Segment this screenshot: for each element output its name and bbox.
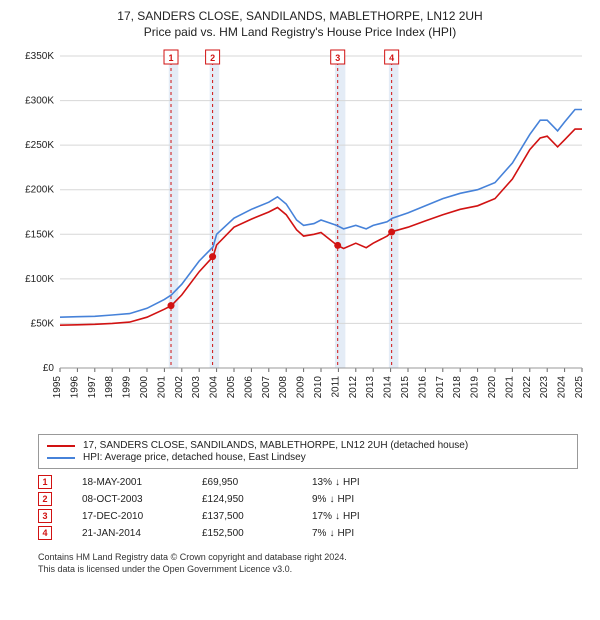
event-delta: 13%↓HPI [312,477,412,488]
event-delta: 17%↓HPI [312,511,412,522]
x-tick-label: 2018 [452,376,463,399]
x-tick-label: 2022 [522,376,533,399]
event-badge-num: 1 [169,53,174,63]
event-date: 17-DEC-2010 [82,511,202,522]
legend-text: 17, SANDERS CLOSE, SANDILANDS, MABLETHOR… [83,440,468,451]
x-tick-label: 2007 [261,376,272,399]
event-band [335,56,345,368]
legend-row: HPI: Average price, detached house, East… [47,452,569,463]
arrow-down-icon: ↓ [329,528,334,539]
legend: 17, SANDERS CLOSE, SANDILANDS, MABLETHOR… [38,434,578,469]
y-tick-label: £150K [25,230,54,241]
x-tick-label: 2000 [139,376,150,399]
x-tick-label: 1998 [104,376,115,399]
event-date: 08-OCT-2003 [82,494,202,505]
y-tick-label: £0 [43,363,55,374]
x-tick-label: 2017 [435,376,446,399]
event-dot [209,253,216,260]
event-row-badge: 1 [38,475,52,489]
event-table: 118-MAY-2001£69,95013%↓HPI208-OCT-2003£1… [38,475,578,540]
x-tick-label: 2015 [400,376,411,399]
y-tick-label: £350K [25,51,54,62]
event-badge-num: 3 [335,53,340,63]
event-row-badge: 4 [38,526,52,540]
chart-svg: £0 £50K £100K £150K £200K £250K £300K £350K 1995… [6,46,592,426]
event-row: 1 18-MAY-2001£69,95013%↓HPI [38,475,578,489]
legend-row: 17, SANDERS CLOSE, SANDILANDS, MABLETHOR… [47,440,569,451]
y-tick-label: £300K [25,96,54,107]
x-tick-label: 2012 [348,376,359,399]
x-tick-label: 2009 [296,376,307,399]
event-dot [334,242,341,249]
footnote-line-1: Contains HM Land Registry data © Crown c… [38,552,592,564]
arrow-down-icon: ↓ [335,477,340,488]
x-tick-label: 2002 [174,376,185,399]
y-tick-label: £100K [25,274,54,285]
event-badge-num: 2 [210,53,215,63]
x-tick-label: 2010 [313,376,324,399]
event-row: 2 08-OCT-2003£124,9509%↓HPI [38,492,578,506]
title-line-2: Price paid vs. HM Land Registry's House … [6,24,594,40]
event-date: 18-MAY-2001 [82,477,202,488]
footnote: Contains HM Land Registry data © Crown c… [38,552,592,575]
event-price: £69,950 [202,477,312,488]
x-tick-label: 2004 [209,376,220,399]
x-tick-label: 2003 [191,376,202,399]
arrow-down-icon: ↓ [329,494,334,505]
event-dot [168,303,175,310]
legend-swatch [47,445,75,447]
x-tick-label: 2023 [539,376,550,399]
arrow-down-icon: ↓ [335,511,340,522]
title-line-1: 17, SANDERS CLOSE, SANDILANDS, MABLETHOR… [6,8,594,24]
footnote-line-2: This data is licensed under the Open Gov… [38,564,592,576]
chart-area: £0 £50K £100K £150K £200K £250K £300K £350K 1995… [6,46,594,426]
x-tick-label: 2013 [365,376,376,399]
event-delta: 7%↓HPI [312,528,412,539]
legend-swatch [47,457,75,459]
event-row: 4 21-JAN-2014£152,5007%↓HPI [38,526,578,540]
event-price: £137,500 [202,511,312,522]
event-date: 21-JAN-2014 [82,528,202,539]
event-price: £152,500 [202,528,312,539]
x-tick-label: 2014 [383,376,394,399]
legend-text: HPI: Average price, detached house, East… [83,452,306,463]
x-tick-label: 1997 [87,376,98,399]
chart-title: 17, SANDERS CLOSE, SANDILANDS, MABLETHOR… [6,8,594,40]
event-row-badge: 2 [38,492,52,506]
event-price: £124,950 [202,494,312,505]
x-tick-label: 2021 [504,376,515,399]
x-tick-label: 2020 [487,376,498,399]
y-tick-label: £200K [25,185,54,196]
x-tick-label: 1996 [69,376,80,399]
x-tick-label: 2024 [557,376,568,399]
x-tick-label: 1999 [122,376,133,399]
x-tick-label: 2019 [470,376,481,399]
y-tick-label: £50K [31,319,55,330]
event-badge-num: 4 [389,53,394,63]
event-band [210,56,220,368]
x-tick-label: 2016 [417,376,428,399]
x-tick-label: 2011 [330,376,341,398]
event-band [389,56,399,368]
x-tick-label: 2001 [156,376,167,399]
x-tick-label: 2005 [226,376,237,399]
event-row-badge: 3 [38,509,52,523]
x-tick-label: 2008 [278,376,289,399]
event-row: 3 17-DEC-2010£137,50017%↓HPI [38,509,578,523]
x-tick-label: 1995 [52,376,63,399]
event-band [169,56,179,368]
x-tick-label: 2025 [574,376,585,399]
y-tick-label: £250K [25,141,54,152]
x-tick-label: 2006 [243,376,254,399]
event-delta: 9%↓HPI [312,494,412,505]
event-dot [388,229,395,236]
